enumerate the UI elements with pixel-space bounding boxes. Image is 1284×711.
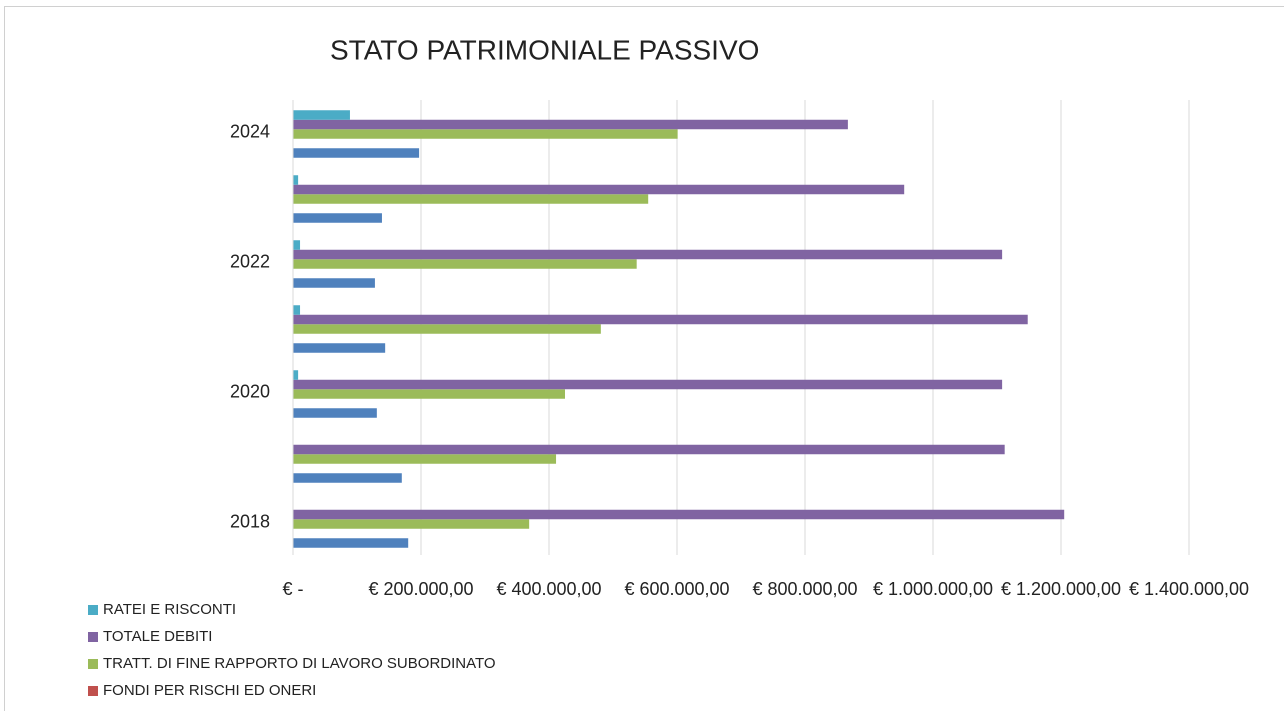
x-tick-label: € 400.000,00 [496, 579, 601, 599]
chart-title: STATO PATRIMONIALE PASSIVO [330, 34, 759, 65]
x-tick-label: € 600.000,00 [624, 579, 729, 599]
bar [293, 175, 299, 185]
bar [293, 509, 1065, 520]
bar [293, 389, 565, 399]
x-tick-label: € 1.000.000,00 [873, 579, 993, 599]
bar [293, 519, 530, 529]
bar [293, 314, 1028, 325]
x-tick-label: € 800.000,00 [752, 579, 857, 599]
bar [293, 129, 678, 139]
y-tick-label: 2022 [230, 251, 270, 271]
legend-swatch [88, 605, 98, 615]
bar [293, 278, 375, 288]
bar [293, 343, 386, 353]
bar [293, 110, 350, 120]
bar [293, 119, 848, 130]
bar [293, 148, 420, 158]
bar [293, 379, 1003, 390]
x-tick-label: € 1.400.000,00 [1129, 579, 1249, 599]
bar [293, 213, 382, 223]
chart-border [4, 6, 1284, 711]
bar [293, 305, 301, 315]
bar [293, 370, 299, 380]
bar [293, 194, 649, 204]
x-tick-label: € 1.200.000,00 [1001, 579, 1121, 599]
bar [293, 444, 1005, 455]
bar [293, 249, 1003, 260]
y-tick-label: 2020 [230, 381, 270, 401]
legend-label: TOTALE DEBITI [103, 628, 212, 645]
bar [293, 473, 402, 483]
y-tick-label: 2024 [230, 121, 270, 141]
bar [293, 184, 905, 195]
legend-label: TRATT. DI FINE RAPPORTO DI LAVORO SUBORD… [103, 655, 496, 672]
legend-label: RATEI E RISCONTI [103, 601, 236, 618]
legend-swatch [88, 632, 98, 642]
bar [293, 324, 601, 334]
bar [293, 538, 409, 548]
legend-swatch [88, 686, 98, 696]
x-tick-label: € 200.000,00 [368, 579, 473, 599]
legend-swatch [88, 659, 98, 669]
bar [293, 408, 377, 418]
y-tick-label: 2018 [230, 511, 270, 531]
bar [293, 259, 637, 269]
x-tick-label: € - [282, 579, 303, 599]
legend-label: FONDI PER RISCHI ED ONERI [103, 682, 316, 699]
bar [293, 240, 301, 250]
bar [293, 454, 557, 464]
